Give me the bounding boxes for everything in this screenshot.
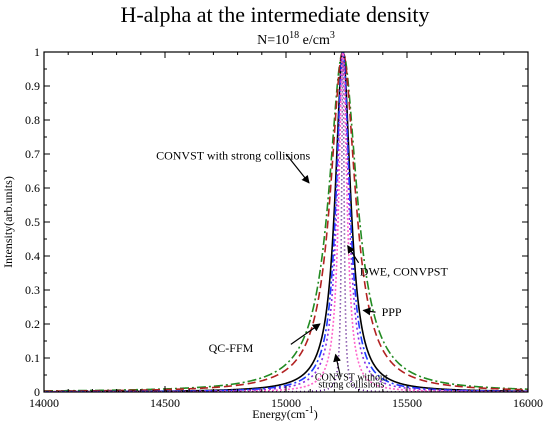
x-axis-label: Energy(cm-1) (252, 405, 317, 421)
plot-area: 14000 14500 15000 15500 16000 0 0.1 0.2 0.3 0.4 0.… (25, 45, 543, 410)
y-tick-label-2: 0.2 (25, 317, 40, 331)
y-tick-label-1: 0.1 (25, 351, 40, 365)
annotation-label-5: strong collisions (318, 380, 384, 391)
x-tick-label-4: 16000 (513, 396, 543, 410)
annotation-arrow-0 (285, 153, 310, 184)
annotation-label-4: CONVST without (315, 373, 388, 384)
annotation-label-3: QC-FFM (209, 341, 254, 355)
y-tick-label-0: 0 (34, 385, 40, 399)
chart-title: H-alpha at the intermediate density (120, 2, 429, 27)
annotation-arrow-1 (347, 244, 360, 264)
x-axis-label-exponent: -1 (305, 405, 313, 416)
annotation-label-2: PPP (382, 305, 402, 319)
plot-frame (43, 51, 529, 393)
subtitle-unit-exponent: 3 (330, 30, 335, 41)
y-tick-label-3: 0.3 (25, 283, 40, 297)
series-line-6 (44, 60, 528, 392)
x-axis-label-close: ) (314, 407, 318, 421)
series-line-2 (44, 52, 528, 392)
subtitle-unit: e/cm (299, 33, 330, 48)
series-line-4 (44, 52, 528, 392)
y-tick-label-9: 0.9 (25, 79, 40, 93)
x-axis-label-main: Energy(cm (252, 407, 306, 421)
chart-subtitle: N=1018 e/cm3 (257, 30, 335, 48)
annotation-arrow-4 (333, 353, 342, 377)
y-tick-label-5: 0.5 (25, 215, 40, 229)
axis-ticks: 14000 14500 15000 15500 16000 0 0.1 0.2 0.3 0.4 0.… (25, 45, 543, 410)
x-tick-label-2: 15000 (271, 396, 301, 410)
x-tick-label-3: 15500 (392, 396, 422, 410)
annotation-arrow-3 (290, 323, 321, 345)
series-line-5 (44, 52, 528, 392)
annotation-label-1: DWE, CONVPST (360, 264, 449, 278)
y-tick-label-10: 1 (34, 45, 40, 59)
series-line-0 (44, 52, 528, 392)
annotations: CONVST with strong collisions DWE, CONVPS… (156, 149, 448, 391)
series-line-3 (44, 52, 528, 392)
y-tick-label-7: 0.7 (25, 147, 40, 161)
series-group (44, 52, 528, 392)
series-line-1 (44, 52, 528, 392)
x-tick-label-1: 14500 (150, 396, 180, 410)
subtitle-exponent: 18 (289, 30, 299, 41)
y-tick-label-6: 0.6 (25, 181, 40, 195)
y-tick-label-8: 0.8 (25, 113, 40, 127)
annotation-arrow-2 (362, 307, 376, 316)
y-tick-label-4: 0.4 (25, 249, 40, 263)
x-tick-label-0: 14000 (29, 396, 59, 410)
annotation-label-0: CONVST with strong collisions (156, 149, 310, 163)
subtitle-prefix: N=10 (257, 33, 289, 48)
y-axis-label: Intensity(arb.units) (1, 176, 15, 268)
